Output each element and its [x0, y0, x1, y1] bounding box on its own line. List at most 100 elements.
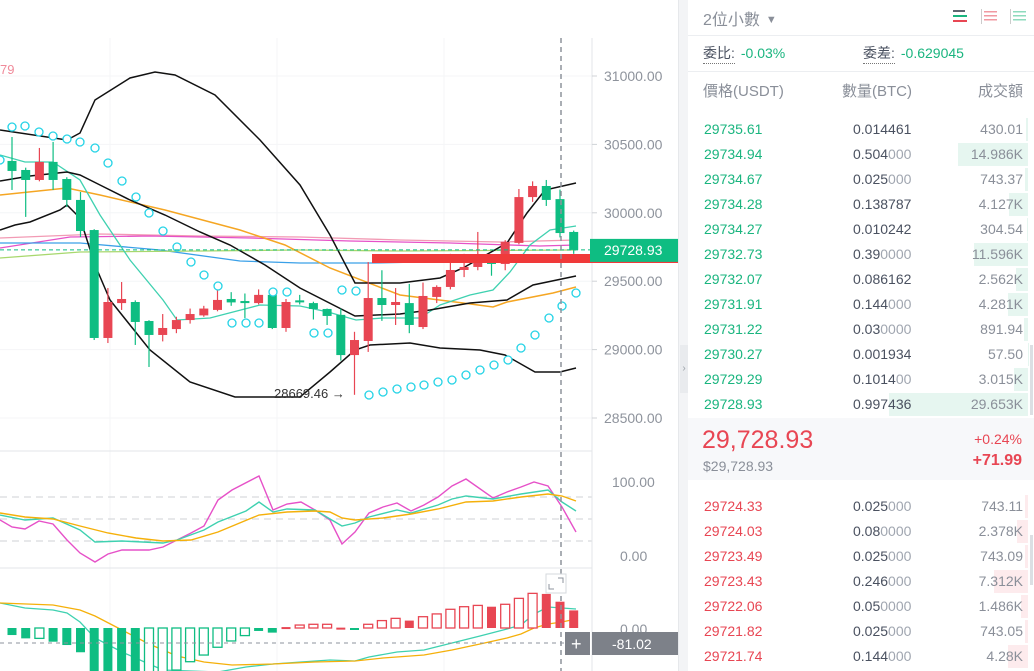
psar-dot [419, 380, 429, 390]
candle-body [569, 231, 579, 250]
ask-row[interactable]: 29734.94 0.504000 14.986K [688, 142, 1034, 167]
row-qty: 0.138787 [853, 192, 911, 217]
ask-row[interactable]: 29734.67 0.025000 743.37 [688, 167, 1034, 192]
depth-bar [957, 143, 1028, 166]
psar-dot [7, 122, 17, 132]
candle-body [240, 301, 250, 304]
row-price: 29723.49 [704, 548, 763, 564]
book-bids-icon[interactable] [1008, 7, 1028, 25]
bid-row[interactable]: 29723.43 0.246000 7.312K [688, 569, 1034, 594]
panel-splitter[interactable]: › [678, 0, 689, 671]
row-qty-main: 0.025 [853, 548, 889, 564]
ask-row[interactable]: 29729.29 0.101400 3.015K [688, 367, 1034, 392]
highlight-bar [372, 254, 678, 263]
bid-row[interactable]: 29721.74 0.144000 4.28K [688, 644, 1034, 669]
row-qty: 0.030000 [853, 317, 911, 342]
candle [117, 282, 127, 310]
row-price: 29734.27 [704, 221, 763, 237]
candle-body [308, 303, 318, 309]
bid-row[interactable]: 29724.33 0.025000 743.11 [688, 494, 1034, 519]
row-total: 7.312K [978, 573, 1023, 589]
candle [308, 301, 318, 320]
ask-row[interactable]: 29734.27 0.010242 304.54 [688, 217, 1034, 242]
macd-bar [89, 628, 99, 671]
macd-bar [117, 628, 127, 671]
psar-dot [144, 208, 154, 218]
row-qty-main: 0.144 [853, 296, 889, 312]
candle [432, 285, 442, 304]
macd-bar [130, 628, 140, 671]
row-qty-main: 0.010242 [853, 221, 912, 237]
candle [541, 179, 551, 206]
kline-chart[interactable]: 31000.00 30500.00 30000.00 29500.00 29000.00… [0, 0, 678, 671]
ask-row[interactable]: 29730.27 0.001934 57.50 [688, 342, 1034, 367]
candle [418, 282, 428, 330]
row-price: 29734.94 [704, 146, 763, 162]
header-price: 價格(USDT) [703, 83, 784, 100]
macd-bar [76, 628, 85, 653]
bid-row[interactable]: 29722.06 0.050000 1.486K [688, 594, 1034, 619]
psar-dot [117, 176, 127, 186]
macd-bar [336, 627, 346, 630]
price-axis-label: 30000.00 [604, 205, 663, 221]
candle [295, 294, 305, 305]
row-qty-tail: 000 [888, 573, 912, 589]
ask-row[interactable]: 29731.91 0.144000 4.281K [688, 292, 1034, 317]
collapse-arrow-icon[interactable]: › [680, 345, 688, 393]
row-qty-main: 0.144 [853, 648, 889, 664]
book-both-icon[interactable] [950, 7, 970, 25]
ask-row[interactable]: 29731.22 0.030000 891.94 [688, 317, 1034, 342]
low-price-marker: 28669.46 → [274, 386, 345, 401]
ask-row[interactable]: 29734.28 0.138787 4.127K [688, 192, 1034, 217]
row-qty: 0.080000 [853, 519, 911, 544]
add-crosshair-button[interactable] [565, 632, 590, 655]
depth-bar [1024, 545, 1028, 568]
candle-body [445, 269, 455, 287]
row-total: 304.54 [980, 221, 1023, 237]
row-total: 29.653K [970, 396, 1023, 412]
row-qty: 0.246000 [853, 569, 911, 594]
row-qty-main: 0.05 [853, 598, 881, 614]
bid-row[interactable]: 29723.49 0.025000 743.09 [688, 544, 1034, 569]
ask-row[interactable]: 29728.93 0.997436 29.653K [688, 392, 1034, 417]
scrollbar[interactable] [1030, 345, 1033, 415]
depth-bar [1024, 620, 1028, 643]
row-price: 29728.93 [704, 396, 763, 412]
psar-dot [62, 134, 72, 144]
candle [103, 288, 113, 344]
candle-body [377, 298, 387, 306]
ask-row[interactable]: 29732.07 0.086162 2.562K [688, 267, 1034, 292]
ask-row[interactable]: 29735.61 0.014461 430.01 [688, 117, 1034, 142]
candle-body [158, 327, 168, 335]
row-price: 29721.82 [704, 623, 763, 639]
candle [34, 147, 44, 182]
psar-dot [90, 143, 100, 153]
macd-bar [198, 627, 209, 656]
divider [688, 71, 1034, 72]
book-asks-icon[interactable] [979, 7, 999, 25]
scrollbar[interactable] [1030, 535, 1033, 585]
last-price-tag-text: 29728.93 [604, 242, 663, 258]
candle [336, 308, 346, 361]
psar-dot [475, 365, 485, 375]
candle-body [363, 298, 373, 341]
ma-lightgreen-line [0, 249, 577, 259]
depth-bar [1007, 645, 1028, 668]
macd-bar [472, 604, 483, 629]
expand-icon[interactable] [545, 573, 567, 594]
macd-bar [21, 628, 31, 639]
bid-row[interactable]: 29721.82 0.025000 743.05 [688, 619, 1034, 644]
macd-bar [294, 624, 305, 629]
depth-bar [1016, 520, 1028, 543]
candle-body [322, 308, 332, 316]
macd-bar [431, 613, 442, 629]
bid-row[interactable]: 29724.03 0.080000 2.378K [688, 519, 1034, 544]
order-ratio-value: -0.03% [740, 45, 786, 61]
ask-row[interactable]: 29732.73 0.390000 11.596K [688, 242, 1034, 267]
candle-body [281, 301, 291, 328]
psar-dot [503, 355, 513, 365]
precision-select[interactable]: 2位小數 ▼ [703, 6, 777, 30]
psar-dot [131, 192, 141, 202]
row-qty: 0.014461 [853, 117, 911, 142]
candle-body [199, 308, 209, 316]
